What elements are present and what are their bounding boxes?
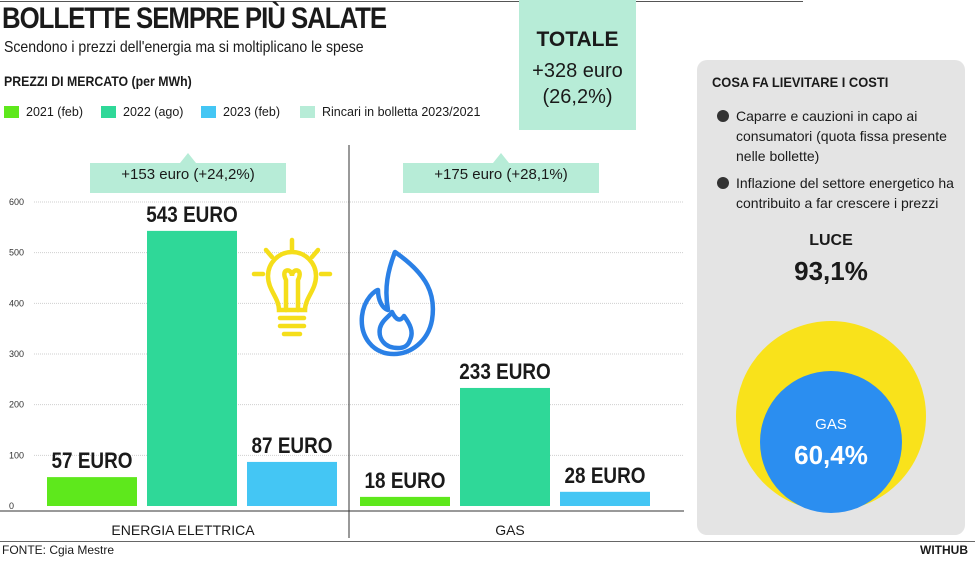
grid-lines — [34, 201, 684, 456]
cost-item: Inflazione del settore energetico ha con… — [717, 173, 957, 213]
luce-label: LUCE — [809, 232, 853, 249]
legend-label-2021: 2021 (feb) — [26, 105, 83, 119]
brand-logo: WITHUB — [920, 543, 968, 557]
bar-value-label: 57 EURO — [52, 449, 133, 474]
bar-value-label: 28 EURO — [565, 464, 646, 489]
legend-swatch-rincari — [300, 106, 315, 118]
bar — [560, 491, 650, 506]
callout-electric-text: +153 euro (+24,2%) — [121, 166, 255, 183]
y-tick-label: 500 — [9, 248, 24, 258]
legend-swatch-2023 — [201, 106, 216, 118]
luce-value: 93,1% — [794, 256, 868, 286]
bar-value-label: 233 EURO — [459, 360, 550, 385]
legend-item-2023: 2023 (feb) — [201, 105, 280, 119]
y-tick-label: 0 — [9, 501, 14, 511]
legend-swatch-2021 — [4, 106, 19, 118]
bullet-dot — [717, 110, 729, 122]
legend-label-2023: 2023 (feb) — [223, 105, 280, 119]
total-pct: (26,2%) — [542, 86, 613, 108]
total-value: +328 euro — [532, 60, 623, 82]
y-tick-label: 200 — [9, 400, 24, 410]
bar-value-labels: 57 EURO 543 EURO 87 EURO 18 EURO 233 EURO 28 … — [52, 203, 646, 494]
legend-swatch-2022 — [101, 106, 116, 118]
legend-label-2022: 2022 (ago) — [123, 105, 184, 119]
page-title: BOLLETTE SEMPRE PIÙ SALATE — [2, 2, 387, 35]
legend-item-rincari: Rincari in bolletta 2023/2021 — [300, 105, 480, 119]
share-circles — [736, 321, 926, 513]
bar — [247, 461, 337, 506]
category-label: ENERGIA ELETTRICA — [111, 522, 255, 538]
y-tick-label: 300 — [9, 349, 24, 359]
bar-value-label: 18 EURO — [365, 469, 446, 494]
bottom-rule — [0, 541, 975, 542]
gas-value: 60,4% — [794, 440, 868, 470]
lightbulb-icon — [251, 237, 333, 337]
y-axis-ticks: 0 100 200 300 400 500 600 — [9, 197, 24, 511]
flame-icon — [359, 249, 436, 357]
legend-item-2021: 2021 (feb) — [4, 105, 83, 119]
bullet-dot — [717, 177, 729, 189]
gas-circle — [760, 371, 902, 513]
category-label: GAS — [495, 522, 525, 538]
cost-item-text: Caparre e cauzioni in capo ai consumator… — [736, 108, 947, 164]
y-tick-label: 100 — [9, 450, 24, 460]
bar-value-label: 87 EURO — [252, 434, 333, 459]
bar-value-label: 543 EURO — [146, 203, 237, 228]
bar-chart: 0 100 200 300 400 500 600 57 EURO 543 EURO 87 EU… — [0, 145, 684, 538]
callout-electric-shape — [90, 153, 286, 193]
y-tick-label: 400 — [9, 298, 24, 308]
callout-electric-increase: +153 euro (+24,2%) — [90, 153, 286, 193]
bar — [47, 477, 137, 506]
bar — [360, 496, 450, 506]
legend-label-rincari: Rincari in bolletta 2023/2021 — [322, 105, 481, 119]
market-prices-label: PREZZI DI MERCATO (per MWh) — [4, 73, 192, 89]
callout-gas-shape — [403, 153, 599, 193]
bar — [460, 387, 550, 506]
top-rule — [0, 1, 803, 2]
bars — [47, 230, 650, 506]
gas-label: GAS — [815, 416, 847, 433]
callout-gas-text: +175 euro (+28,1%) — [434, 166, 568, 183]
y-tick-label: 600 — [9, 197, 24, 207]
total-box: TOTALE +328 euro (26,2%) — [519, 0, 636, 130]
source-note: FONTE: Cgia Mestre — [2, 543, 115, 557]
callout-gas-increase: +175 euro (+28,1%) — [403, 153, 599, 193]
category-labels: ENERGIA ELETTRICA GAS — [111, 522, 524, 538]
bar — [147, 230, 237, 506]
costs-panel-title: COSA FA LIEVITARE I COSTI — [712, 74, 889, 90]
cost-item-text: Inflazione del settore energetico ha con… — [736, 175, 954, 211]
cost-item: Caparre e cauzioni in capo ai consumator… — [717, 106, 957, 166]
costs-panel: COSA FA LIEVITARE I COSTI Caparre e cauz… — [697, 60, 965, 535]
legend-item-2022: 2022 (ago) — [101, 105, 183, 119]
page-subtitle: Scendono i prezzi dell'energia ma si mol… — [4, 39, 364, 56]
total-title: TOTALE — [536, 28, 619, 51]
